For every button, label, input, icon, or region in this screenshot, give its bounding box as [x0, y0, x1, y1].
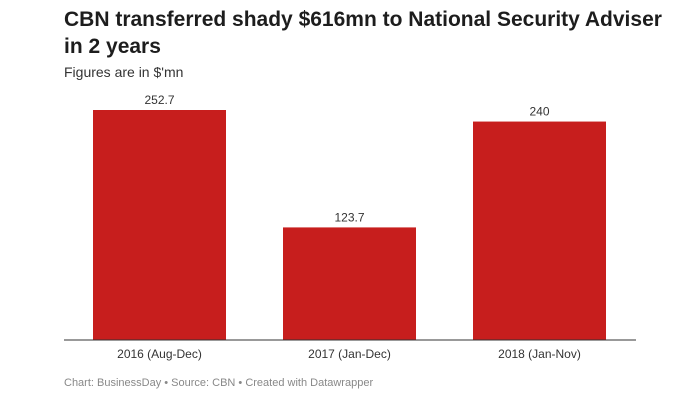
x-tick-label: 2018 (Jan-Nov)	[498, 347, 581, 361]
chart-title: CBN transferred shady $616mn to National…	[64, 8, 662, 58]
data-label: 123.7	[334, 210, 364, 224]
chart-footer: Chart: BusinessDay • Source: CBN • Creat…	[64, 377, 374, 389]
chart-subtitle: Figures are in $'mn	[64, 64, 184, 80]
bar	[93, 110, 226, 340]
data-label: 240	[529, 105, 549, 119]
x-tick-label: 2017 (Jan-Dec)	[308, 347, 391, 361]
bar	[473, 121, 606, 340]
bar	[283, 227, 416, 340]
x-tick-label: 2016 (Aug-Dec)	[117, 347, 202, 361]
data-label: 252.7	[144, 93, 174, 107]
